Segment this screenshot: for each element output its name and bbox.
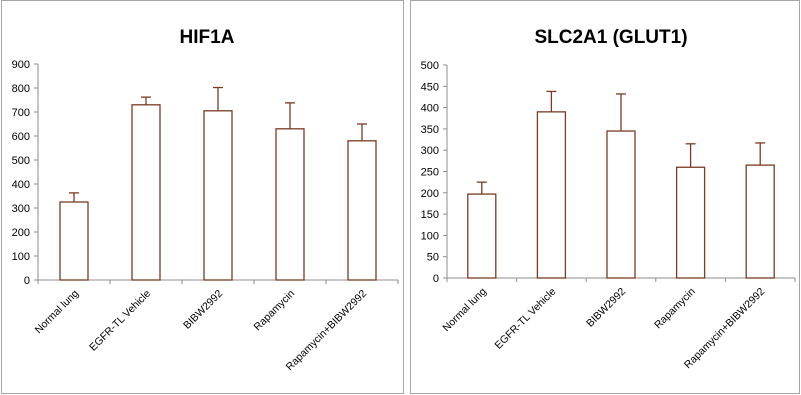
y-tick-label: 300 bbox=[12, 203, 30, 215]
chart-title: HIF1A bbox=[180, 27, 235, 48]
y-tick-label: 100 bbox=[421, 230, 439, 242]
bar bbox=[536, 111, 567, 279]
y-tick-label: 500 bbox=[12, 155, 30, 167]
y-tick-label: 50 bbox=[427, 252, 439, 264]
x-category-label: BIBW2992 bbox=[181, 288, 225, 332]
x-category-label: Rapamycin bbox=[251, 288, 297, 334]
bar bbox=[203, 110, 233, 281]
y-tick-label: 100 bbox=[12, 251, 30, 263]
y-tick-label: 0 bbox=[433, 273, 439, 285]
y-tick-label: 0 bbox=[24, 275, 30, 287]
y-tick-label: 400 bbox=[421, 103, 439, 115]
y-tick-label: 800 bbox=[12, 83, 30, 95]
bar bbox=[347, 140, 377, 281]
y-tick-label: 200 bbox=[12, 227, 30, 239]
x-category-label: BIBW2992 bbox=[584, 286, 628, 330]
y-tick-label: 250 bbox=[421, 167, 439, 179]
y-tick-label: 450 bbox=[421, 81, 439, 93]
x-category-label: Rapamycin+BIBW2992 bbox=[284, 288, 370, 374]
y-tick-label: 900 bbox=[12, 59, 30, 71]
chart-panel-slc2a1: SLC2A1 (GLUT1) 0 50 100 150 200 250 300 350 400 45… bbox=[410, 0, 800, 394]
y-tick-label: 600 bbox=[12, 131, 30, 143]
bar bbox=[606, 130, 636, 279]
y-tick-label: 500 bbox=[421, 60, 439, 72]
chart-svg-slc2a1: SLC2A1 (GLUT1) 0 50 100 150 200 250 300 350 400 45… bbox=[421, 27, 796, 372]
chart-panel-hif1a: HIF1A 0 100 200 300 400 500 600 700 800 900 Normal … bbox=[1, 0, 404, 394]
y-tick-label: 700 bbox=[12, 107, 30, 119]
y-tick-label: 400 bbox=[12, 179, 30, 191]
chart-svg-hif1a: HIF1A 0 100 200 300 400 500 600 700 800 900 Normal … bbox=[12, 27, 399, 374]
y-tick-label: 150 bbox=[421, 209, 439, 221]
x-category-label: EGFR-TL Vehicle bbox=[87, 288, 153, 354]
y-tick-label: 200 bbox=[421, 188, 439, 200]
x-category-label: EGFR-TL Vehicle bbox=[493, 286, 559, 352]
y-tick-label: 350 bbox=[421, 124, 439, 136]
x-category-label: Normal lung bbox=[33, 288, 82, 337]
bar bbox=[467, 193, 497, 279]
bar bbox=[745, 164, 775, 279]
bar bbox=[275, 128, 305, 281]
bar bbox=[131, 104, 161, 281]
y-tick-label: 300 bbox=[421, 145, 439, 157]
bar bbox=[675, 166, 706, 279]
x-category-label: Rapamycin+BIBW2992 bbox=[682, 286, 768, 372]
bar bbox=[59, 201, 89, 281]
x-category-label: Normal lung bbox=[440, 286, 489, 335]
x-category-label: Rapamycin bbox=[652, 286, 698, 332]
chart-title: SLC2A1 (GLUT1) bbox=[534, 27, 687, 48]
